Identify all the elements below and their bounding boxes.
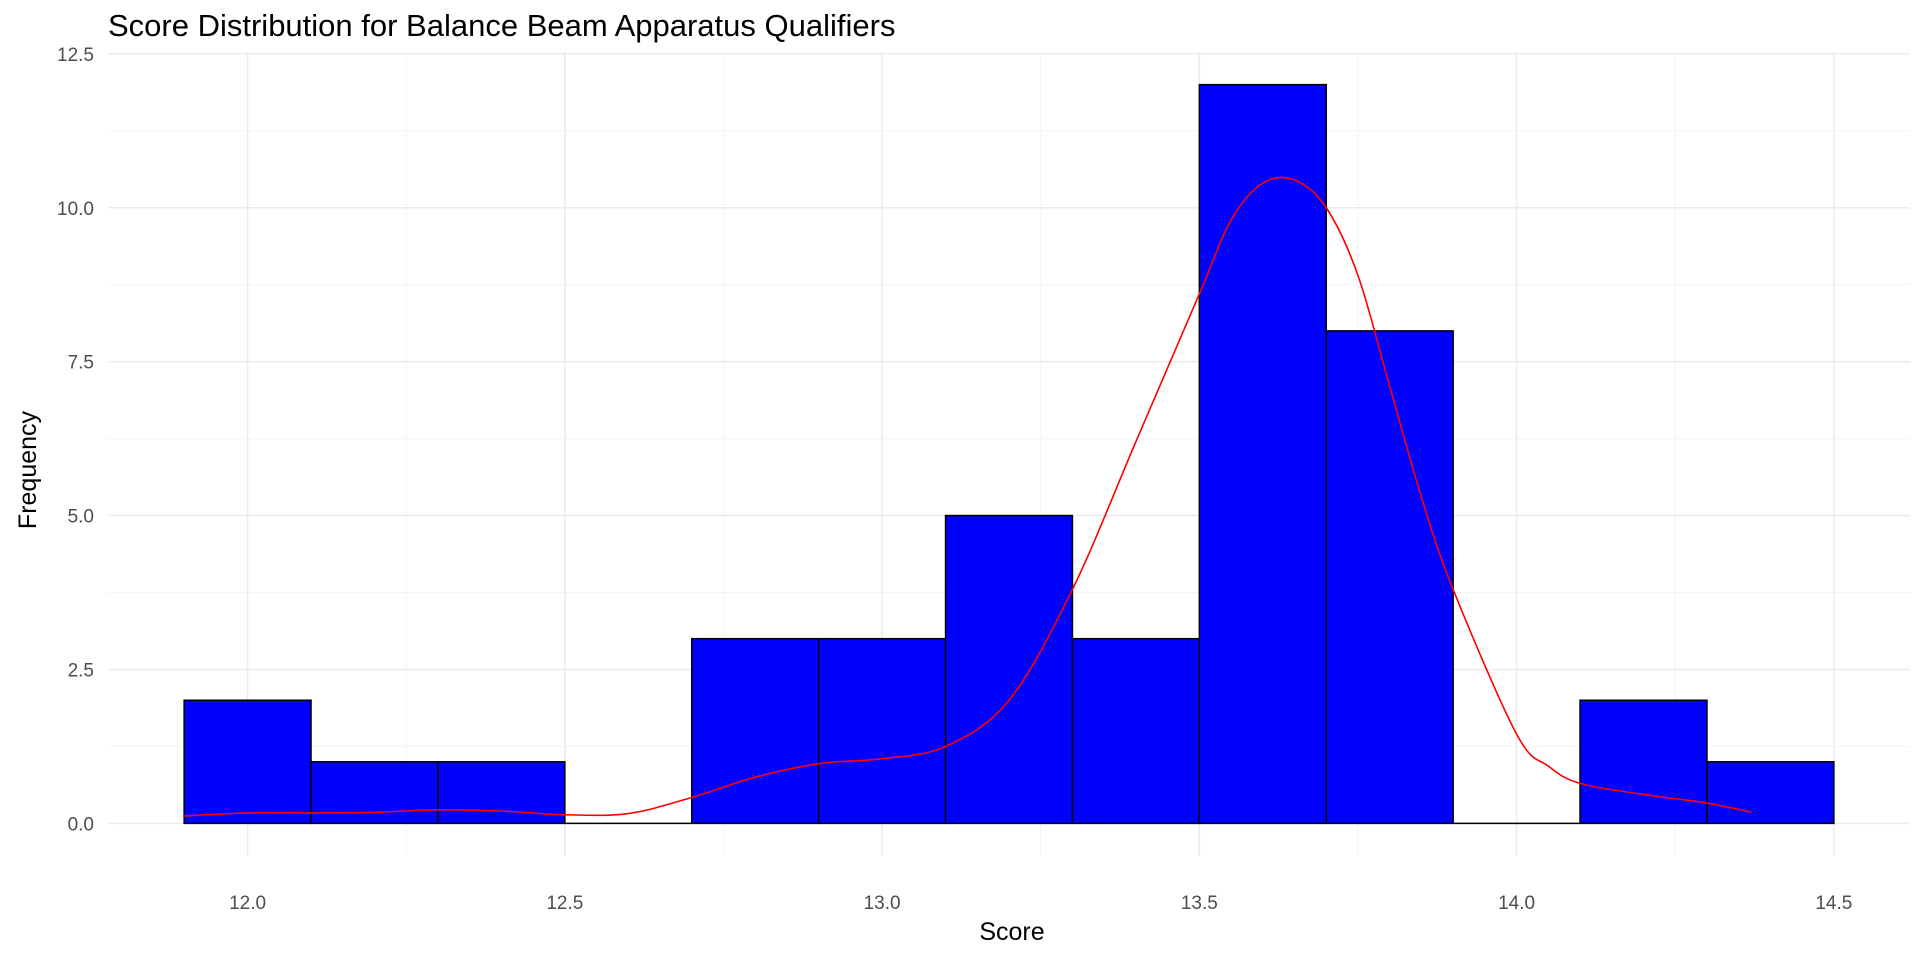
chart-title: Score Distribution for Balance Beam Appa… <box>108 8 896 43</box>
bar-layer <box>183 83 1835 825</box>
histogram-bar <box>817 637 947 825</box>
y-tick-label: 0.0 <box>68 814 94 835</box>
histogram-bar <box>690 637 820 825</box>
x-tick-label: 12.0 <box>229 893 266 914</box>
histogram-bar <box>310 761 439 825</box>
histogram-bar <box>944 514 1074 825</box>
x-tick-label: 12.5 <box>546 893 583 914</box>
histogram-bar <box>1579 699 1708 825</box>
histogram-bar <box>1198 83 1328 825</box>
y-tick-label: 12.5 <box>57 45 94 66</box>
x-tick-label: 14.5 <box>1815 893 1852 914</box>
x-axis-title: Score <box>979 918 1044 946</box>
x-tick-label: 13.0 <box>864 893 901 914</box>
y-tick-label: 10.0 <box>57 199 94 220</box>
density-curve <box>184 176 1752 817</box>
x-tick-label: 14.0 <box>1498 893 1535 914</box>
x-tick-label: 13.5 <box>1181 893 1218 914</box>
histogram-bar <box>1071 637 1201 825</box>
histogram-bar <box>437 761 566 825</box>
y-tick-labels: 0.0 2.5 5.0 7.5 10.0 12.5 <box>57 45 94 836</box>
histogram-bar <box>1325 330 1454 825</box>
y-tick-label: 7.5 <box>68 353 94 374</box>
histogram-bar <box>1706 761 1835 825</box>
y-tick-label: 5.0 <box>68 507 94 528</box>
density-curve-layer <box>184 176 1752 817</box>
x-tick-labels: 12.0 12.5 13.0 13.5 14.0 14.5 <box>229 893 1852 914</box>
y-tick-label: 2.5 <box>68 660 94 681</box>
histogram-bar <box>183 699 312 825</box>
y-axis-title: Frequency <box>14 410 42 529</box>
